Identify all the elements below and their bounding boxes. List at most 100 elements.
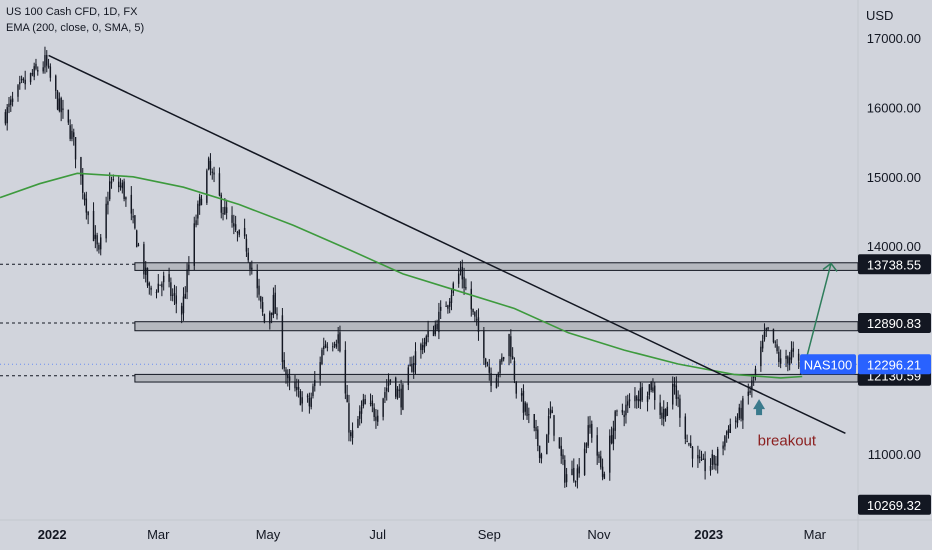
candle-body[interactable] (495, 378, 498, 389)
candle-body[interactable] (58, 98, 61, 111)
candle-body[interactable] (627, 401, 629, 406)
candle-body[interactable] (74, 137, 77, 160)
candle-body[interactable] (162, 275, 165, 283)
candle-body[interactable] (734, 420, 737, 422)
candle-body[interactable] (395, 377, 397, 397)
candle-body[interactable] (207, 158, 210, 170)
candle-body[interactable] (470, 288, 472, 310)
candle-body[interactable] (19, 82, 21, 85)
candle-body[interactable] (700, 459, 703, 461)
candle-body[interactable] (488, 366, 490, 373)
candle-body[interactable] (475, 319, 478, 321)
candle-body[interactable] (364, 398, 366, 405)
candle-body[interactable] (754, 368, 757, 377)
candle-body[interactable] (360, 407, 363, 414)
candle-body[interactable] (296, 386, 298, 391)
candle-body[interactable] (137, 244, 140, 246)
candle-body[interactable] (148, 283, 151, 286)
candle-body[interactable] (170, 282, 172, 297)
candle-body[interactable] (587, 425, 589, 446)
candle-body[interactable] (533, 414, 535, 428)
candle-body[interactable] (117, 181, 120, 188)
candle-body[interactable] (256, 270, 258, 289)
candle-body[interactable] (92, 210, 95, 241)
candle-body[interactable] (779, 358, 782, 364)
candle-body[interactable] (639, 388, 642, 402)
candle-body[interactable] (425, 336, 428, 345)
candle-body[interactable] (195, 220, 197, 226)
candle-body[interactable] (650, 381, 652, 391)
candle-body[interactable] (578, 466, 580, 474)
candle-body[interactable] (457, 273, 460, 284)
candle-body[interactable] (121, 182, 124, 189)
candle-body[interactable] (150, 287, 152, 290)
candle-body[interactable] (447, 305, 449, 309)
candle-body[interactable] (601, 466, 604, 477)
candle-body[interactable] (510, 336, 512, 357)
candle-body[interactable] (686, 441, 688, 443)
candle-body[interactable] (323, 346, 325, 349)
candle-body[interactable] (245, 238, 248, 252)
candle-body[interactable] (421, 345, 424, 351)
candle-body[interactable] (558, 437, 561, 449)
candle-body[interactable] (445, 305, 447, 307)
candle-body[interactable] (474, 311, 476, 317)
candle-body[interactable] (585, 443, 588, 448)
candle-body[interactable] (351, 430, 354, 438)
symbol-badge[interactable] (800, 354, 856, 375)
candle-body[interactable] (249, 262, 251, 270)
candle-body[interactable] (197, 203, 199, 219)
candle-body[interactable] (98, 244, 100, 250)
candle-body[interactable] (310, 397, 312, 407)
candle-body[interactable] (83, 194, 86, 201)
candle-body[interactable] (350, 432, 352, 437)
candle-body[interactable] (211, 171, 213, 173)
candle-body[interactable] (704, 458, 706, 472)
candle-body[interactable] (501, 357, 503, 362)
candle-body[interactable] (540, 454, 543, 459)
candle-body[interactable] (524, 402, 526, 412)
candle-body[interactable] (6, 107, 8, 124)
candle-body[interactable] (261, 302, 264, 313)
candle-body[interactable] (42, 67, 44, 72)
candle-body[interactable] (715, 463, 717, 466)
candle-body[interactable] (623, 414, 625, 418)
candle-body[interactable] (198, 196, 201, 206)
candle-body[interactable] (679, 398, 681, 418)
candle-body[interactable] (274, 292, 276, 314)
candle-body[interactable] (742, 398, 744, 421)
candle-body[interactable] (369, 403, 372, 405)
candle-body[interactable] (684, 416, 687, 440)
candle-body[interactable] (258, 285, 260, 295)
candle-body[interactable] (348, 403, 350, 433)
candle-body[interactable] (663, 408, 665, 420)
candle-body[interactable] (616, 410, 618, 412)
candle-body[interactable] (537, 429, 539, 447)
candle-body[interactable] (218, 173, 221, 196)
candle-body[interactable] (231, 215, 233, 223)
candle-body[interactable] (4, 112, 7, 124)
downtrend-line[interactable] (48, 54, 846, 435)
candle-body[interactable] (135, 230, 138, 248)
candle-body[interactable] (434, 324, 437, 335)
candle-body[interactable] (384, 392, 386, 398)
candle-body[interactable] (44, 55, 46, 68)
candle-body[interactable] (234, 224, 237, 231)
candle-body[interactable] (288, 376, 291, 381)
candle-body[interactable] (371, 400, 374, 407)
candle-body[interactable] (673, 383, 676, 387)
candle-body[interactable] (546, 434, 548, 455)
candle-body[interactable] (636, 396, 638, 401)
candle-body[interactable] (788, 357, 791, 366)
candle-body[interactable] (175, 295, 177, 304)
candle-body[interactable] (689, 443, 692, 447)
current-price-badge[interactable] (858, 354, 931, 375)
candle-body[interactable] (709, 465, 712, 471)
candle-body[interactable] (612, 428, 615, 444)
candle-body[interactable] (688, 443, 690, 445)
candle-body[interactable] (654, 385, 656, 401)
candle-body[interactable] (778, 351, 780, 362)
candle-body[interactable] (119, 185, 122, 188)
candle-body[interactable] (146, 268, 149, 286)
candle-body[interactable] (46, 54, 48, 66)
